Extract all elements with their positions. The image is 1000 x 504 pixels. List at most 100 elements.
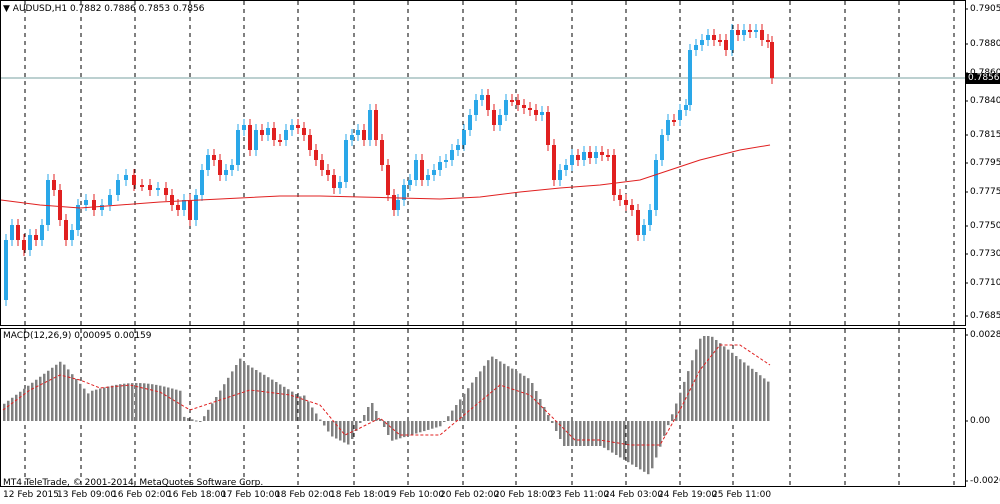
candle-body [290, 125, 294, 130]
macd-histogram-bar [91, 390, 94, 421]
macd-histogram-bar [431, 421, 434, 429]
candle-body [132, 175, 136, 185]
candle-body [92, 200, 96, 210]
macd-histogram-bar [551, 421, 554, 423]
macd-histogram-bar [79, 383, 82, 421]
macd-histogram-bar [27, 385, 30, 421]
candle-body [462, 130, 466, 145]
macd-histogram-bar [231, 371, 234, 421]
candle-body [392, 195, 396, 210]
candle-body [688, 50, 692, 105]
candle-body [724, 40, 728, 50]
dropdown-arrow-icon[interactable]: ▼ [3, 4, 10, 14]
candle-body [302, 128, 306, 135]
macd-histogram-bar [459, 399, 462, 421]
macd-histogram-bar [555, 421, 558, 431]
macd-axis-label: 0.00283 [970, 330, 1000, 340]
candle-body [540, 112, 544, 115]
macd-histogram-bar [411, 421, 414, 435]
candle-body [320, 160, 324, 170]
macd-histogram-bar [631, 421, 634, 465]
moving-average-line [0, 144, 771, 209]
macd-histogram-bar [671, 414, 674, 421]
macd-histogram-bar [635, 421, 638, 467]
macd-histogram-bar [327, 421, 330, 432]
candle-body [510, 100, 514, 102]
macd-histogram-bar [727, 349, 730, 421]
macd-histogram-bar [75, 379, 78, 421]
macd-histogram-bar [695, 349, 698, 421]
macd-histogram-bar [759, 375, 762, 421]
macd-histogram-bar [83, 388, 86, 421]
macd-histogram-bar [139, 383, 142, 421]
candle-body [630, 205, 634, 210]
macd-histogram-bar [191, 419, 194, 421]
macd-histogram-bar [23, 388, 26, 421]
candle-body [612, 155, 616, 195]
candle-body [570, 155, 574, 165]
candle-body [588, 152, 592, 158]
candle-body [648, 210, 652, 225]
price-axis-label: 0.7905 [970, 4, 1000, 14]
macd-histogram-bar [503, 363, 506, 421]
candle-body [594, 152, 598, 158]
macd-histogram-bar [643, 421, 646, 472]
macd-histogram-bar [707, 336, 710, 421]
macd-histogram-bar [267, 377, 270, 421]
candle-body [660, 135, 664, 160]
price-axis-label: 0.7730 [970, 249, 1000, 259]
time-axis-label: 20 Feb 02:00 [440, 490, 500, 500]
candle-body [468, 115, 472, 130]
macd-histogram-bar [475, 377, 478, 421]
candle-body [148, 185, 152, 190]
macd-histogram-bar [655, 421, 658, 458]
macd-histogram-bar [47, 370, 50, 421]
macd-histogram-bar [467, 388, 470, 421]
candle-body [766, 40, 770, 42]
macd-histogram-bar [583, 421, 586, 446]
candle-body [308, 135, 312, 150]
macd-histogram-bar [175, 389, 178, 421]
candle-body [504, 100, 508, 115]
macd-histogram-bar [587, 421, 590, 446]
macd-histogram-bar [203, 416, 206, 421]
candle-body [636, 210, 640, 235]
macd-histogram-bar [711, 336, 714, 421]
candle-body [444, 160, 448, 162]
macd-histogram-bar [159, 385, 162, 421]
macd-histogram-bar [479, 371, 482, 421]
macd-histogram-bar [347, 421, 350, 445]
macd-histogram-bar [599, 421, 602, 446]
time-axis-label: 20 Feb 18:00 [494, 490, 554, 500]
macd-histogram-bar [535, 391, 538, 421]
macd-histogram-bar [43, 373, 46, 421]
macd-histogram-bar [291, 391, 294, 421]
macd-histogram-bar [187, 418, 190, 421]
macd-histogram-bar [507, 366, 510, 421]
time-axis-label: 23 Feb 11:00 [550, 490, 610, 500]
macd-histogram-bar [379, 419, 382, 421]
macd-histogram-bar [227, 377, 230, 421]
macd-histogram-bar [3, 403, 6, 421]
macd-histogram-bar [627, 421, 630, 463]
macd-histogram-bar [87, 393, 90, 421]
macd-histogram-bar [367, 407, 370, 421]
macd-histogram-bar [603, 421, 606, 448]
price-axis-label: 0.7815 [970, 130, 1000, 140]
price-axis-label: 0.7750 [970, 221, 1000, 231]
macd-histogram-bar [747, 365, 750, 421]
candle-body [618, 195, 622, 200]
candle-body [296, 125, 300, 128]
macd-histogram-bar [547, 415, 550, 421]
candle-body [350, 135, 354, 140]
macd-histogram-bar [767, 381, 770, 421]
candle-body [742, 30, 746, 35]
macd-histogram-bar [143, 383, 146, 421]
candle-body [272, 128, 276, 140]
macd-histogram-bar [395, 421, 398, 440]
macd-histogram-bar [239, 358, 242, 421]
candle-body [534, 110, 538, 115]
macd-histogram-bar [755, 372, 758, 421]
